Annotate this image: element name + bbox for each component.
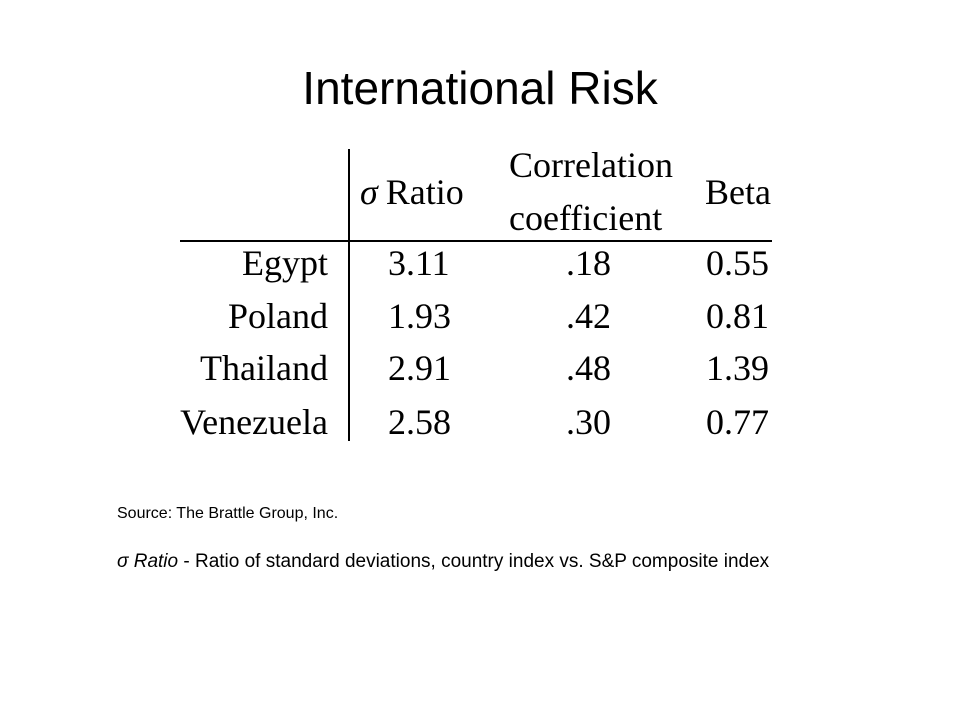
header-sigma-ratio: σ Ratio: [360, 172, 464, 212]
row-country: Thailand: [200, 348, 328, 388]
row-correlation: .42: [566, 296, 611, 336]
footnote-term: σ Ratio: [117, 551, 179, 572]
row-country: Venezuela: [180, 402, 328, 442]
row-beta: 1.39: [706, 348, 769, 388]
row-country: Poland: [227, 296, 328, 336]
header-beta: Beta: [705, 172, 771, 212]
row-sigma-ratio: 3.11: [388, 243, 450, 283]
row-beta: 0.77: [706, 402, 769, 442]
row-sigma-ratio: 2.58: [388, 402, 451, 442]
footnote-definition: - Ratio of standard deviations, country …: [178, 551, 770, 572]
row-correlation: .48: [566, 348, 611, 388]
sigma-symbol: σ: [360, 172, 378, 212]
header-correlation-line1: Correlation: [509, 145, 673, 185]
row-beta: 0.55: [706, 243, 769, 283]
row-sigma-ratio: 2.91: [388, 348, 451, 388]
slide-title: International Risk: [302, 62, 658, 114]
footnote: σ Ratio - Ratio of standard deviations, …: [117, 548, 897, 575]
table-header-divider: [180, 240, 772, 242]
header-sigma-label: Ratio: [385, 172, 464, 212]
row-correlation: .18: [566, 243, 611, 283]
header-correlation-line2: coefficient: [509, 198, 663, 238]
row-sigma-ratio: 1.93: [388, 296, 451, 336]
row-correlation: .30: [566, 402, 611, 442]
row-beta: 0.81: [706, 296, 769, 336]
row-country: Egypt: [242, 243, 328, 283]
table-vertical-divider: [348, 149, 350, 441]
source-note: Source: The Brattle Group, Inc.: [117, 505, 339, 522]
